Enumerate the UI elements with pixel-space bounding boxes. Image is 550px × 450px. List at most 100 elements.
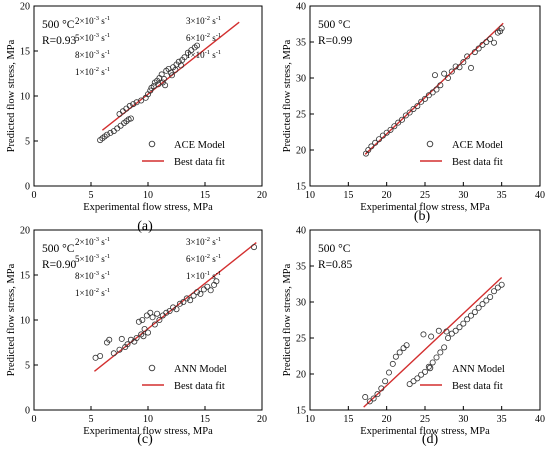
data-point [444,75,451,82]
strain-rate-exp: -3 [94,32,99,39]
x-tick-label: 0 [32,190,37,201]
data-point [487,36,494,43]
y-tick-label: 20 [296,146,306,157]
y-tick-label: 15 [296,182,306,193]
data-point [368,143,375,150]
x-axis-label: Experimental flow stress, MPa [83,202,213,213]
strain-rate-coef: 1×10 [186,50,205,60]
x-tick-label: 25 [420,190,430,201]
data-point [383,129,390,136]
chart-panel: 0 5 10 15 20 0 5 10 15 20 Experimental flow stress… [6,226,267,448]
strain-rate-unit-exp: -1 [216,32,221,39]
strain-rate-unit: s [210,50,216,60]
strain-rate-label: 2×10-3 s-1 [75,15,110,26]
data-point [398,116,405,123]
data-point [362,394,369,401]
strain-rate-label: 6×10-2 s-1 [186,32,221,43]
data-point [372,139,379,146]
strain-rate-exp: -2 [94,287,99,294]
data-point [402,112,409,119]
data-point [441,70,448,77]
strain-rate-coef: 1×10 [75,288,94,298]
data-point [396,349,403,356]
x-tick-label: 15 [343,414,353,425]
legend-scatter-label: ANN Model [452,364,505,375]
data-point [456,64,463,71]
data-point [130,101,137,108]
y-axis-label: Predicted flow stress, MPa [6,263,17,376]
correlation-label: R=0.93 [42,35,77,47]
data-point [190,292,197,299]
strain-rate-unit-exp: -1 [105,270,110,277]
data-point [366,398,373,405]
strain-rate-coef: 1×10 [75,67,94,77]
strain-rate-coef: 6×10 [186,33,205,43]
y-tick-label: 10 [20,316,30,327]
plot-frame [33,229,263,411]
x-tick-label: 10 [305,414,315,425]
y-tick-label: 15 [296,406,306,417]
data-point [475,304,482,311]
y-axis-label: Predicted flow stress, MPa [282,39,293,152]
data-point [479,41,486,48]
strain-rate-label: 1×10-1 s-1 [186,270,221,281]
data-point [127,336,134,343]
x-tick-label: 40 [535,190,545,201]
strain-rate-label: 1×10-2 s-1 [75,66,110,77]
strain-rate-unit: s [99,16,105,26]
data-point [441,344,448,351]
strain-rate-exp: -3 [94,236,99,243]
panel-label: (c) [137,432,153,447]
data-point [443,328,450,335]
strain-rate-exp: -2 [205,15,210,22]
data-point [172,66,179,73]
data-point [433,86,440,93]
data-point [170,304,177,311]
data-point [138,97,145,104]
data-point [110,350,117,357]
data-point [437,349,444,356]
x-tick-label: 15 [200,414,210,425]
strain-rate-unit-exp: -1 [105,15,110,22]
y-tick-label: 15 [20,271,30,282]
strain-rate-label: 5×10-3 s-1 [75,253,110,264]
data-point [490,39,497,46]
y-tick-label: 35 [296,38,306,49]
x-tick-label: 20 [257,414,267,425]
legend-scatter-label: ACE Model [174,140,225,151]
y-tick-label: 30 [296,74,306,85]
data-point [116,346,123,353]
x-tick-label: 20 [382,190,392,201]
data-point [433,354,440,361]
y-tick-label: 5 [25,137,30,148]
data-point [382,378,389,385]
strain-rate-exp: -2 [205,236,210,243]
data-point [251,244,258,251]
data-point [181,54,188,61]
data-point [452,327,459,334]
data-point [194,42,201,49]
y-tick-label: 20 [296,370,306,381]
strain-rate-label: 8×10-3 s-1 [75,270,110,281]
strain-rate-coef: 1×10 [186,271,205,281]
strain-rate-coef: 8×10 [75,271,94,281]
data-point [406,109,413,116]
legend-line-label: Best data fit [452,157,503,168]
data-point [194,289,201,296]
data-point [431,72,438,79]
strain-rate-unit: s [99,50,105,60]
best-fit-line [363,277,503,408]
strain-rate-coef: 3×10 [186,237,205,247]
strain-rate-unit-exp: -1 [105,66,110,73]
y-tick-label: 15 [20,47,30,58]
data-point [160,75,167,82]
correlation-label: R=0.90 [42,259,77,271]
data-point [103,131,110,138]
strain-rate-coef: 8×10 [75,50,94,60]
strain-rate-coef: 5×10 [75,254,94,264]
strain-rate-unit-exp: -1 [105,49,110,56]
y-tick-label: 30 [296,298,306,309]
data-point [420,331,427,338]
legend-line-label: Best data fit [452,381,503,392]
